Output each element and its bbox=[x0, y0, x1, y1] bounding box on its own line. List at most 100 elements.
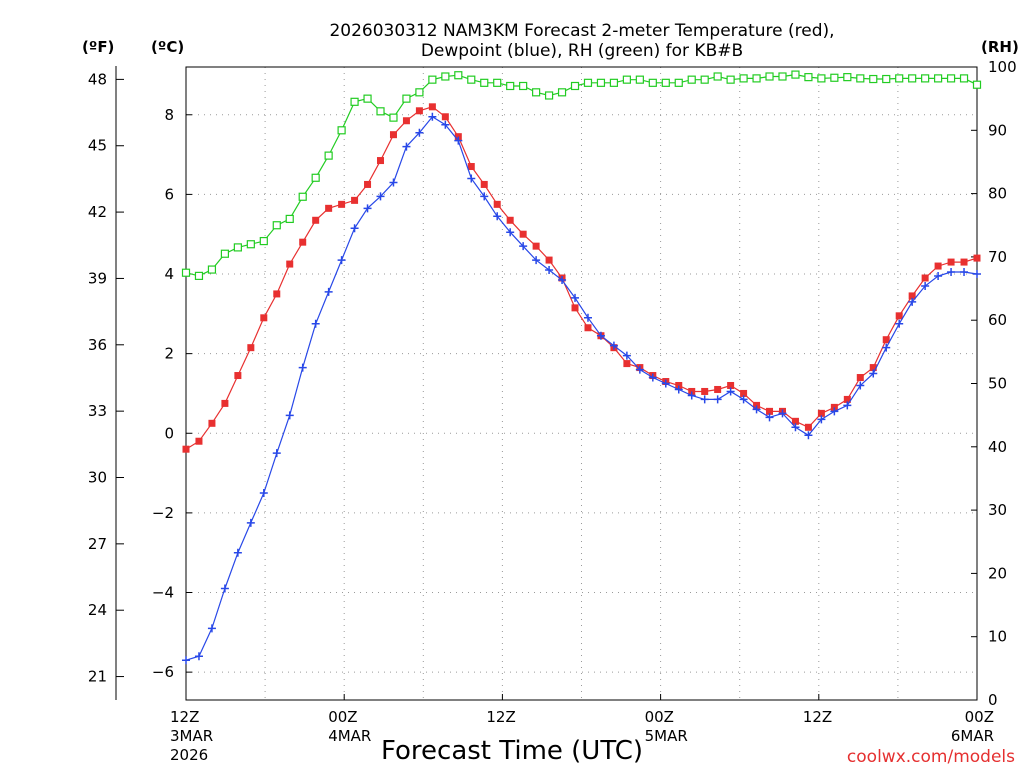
temperature-data-point bbox=[908, 292, 916, 300]
rh-data-point bbox=[817, 74, 826, 83]
rh-data-point bbox=[480, 78, 489, 87]
dewpoint-data-point bbox=[402, 142, 411, 151]
dewpoint-data-point bbox=[921, 281, 930, 290]
dewpoint-series-line bbox=[185, 116, 978, 661]
rh-data-point bbox=[752, 74, 761, 83]
rh-data-point bbox=[765, 72, 774, 81]
dewpoint-data-point bbox=[467, 174, 476, 183]
rh-data-point bbox=[532, 88, 541, 97]
rh-data-point bbox=[402, 94, 411, 103]
temperature-data-point bbox=[740, 389, 748, 397]
dewpoint-data-point bbox=[571, 293, 580, 302]
dewpoint-data-point bbox=[259, 488, 268, 497]
dewpoint-data-point bbox=[830, 407, 839, 416]
dewpoint-data-point bbox=[648, 373, 657, 382]
temperature-data-point bbox=[895, 312, 903, 320]
temperature-data-point bbox=[389, 131, 397, 139]
dewpoint-data-point bbox=[337, 256, 346, 265]
temperature-data-point bbox=[351, 196, 359, 204]
plot-frame bbox=[185, 66, 978, 701]
temperature-data-point bbox=[299, 238, 307, 246]
dewpoint-data-point bbox=[246, 518, 255, 527]
fahrenheit-tick-label: 42 bbox=[88, 203, 107, 221]
fahrenheit-tick-label: 24 bbox=[88, 601, 107, 619]
rh-data-point bbox=[700, 75, 709, 84]
rh-data-point bbox=[233, 243, 242, 252]
dewpoint-data-point bbox=[519, 242, 528, 251]
temperature-data-point bbox=[493, 200, 501, 208]
temperature-data-point bbox=[273, 290, 281, 298]
rh-data-point bbox=[363, 94, 372, 103]
rh-data-point bbox=[207, 265, 217, 274]
dewpoint-data-point bbox=[843, 401, 852, 410]
rh-data-point bbox=[856, 74, 865, 83]
dewpoint-data-point bbox=[713, 395, 722, 404]
dewpoint-data-point bbox=[739, 395, 748, 404]
rh-data-point bbox=[389, 113, 398, 122]
dewpoint-data-point bbox=[350, 224, 359, 233]
rh-data-point bbox=[739, 74, 748, 83]
rh-data-point bbox=[921, 74, 930, 83]
rh-data-point bbox=[194, 271, 204, 280]
rh-data-point bbox=[908, 74, 917, 83]
fahrenheit-tick-label: 27 bbox=[88, 535, 107, 553]
dewpoint-data-point bbox=[272, 449, 281, 458]
rh-tick-label: 50 bbox=[988, 375, 1007, 393]
rh-data-point bbox=[467, 75, 476, 84]
rh-tick-label: 60 bbox=[988, 311, 1007, 329]
rh-data-point bbox=[791, 70, 800, 79]
temperature-data-point bbox=[364, 180, 372, 188]
rh-data-point bbox=[376, 107, 385, 116]
dewpoint-data-point bbox=[895, 319, 904, 328]
dewpoint-data-point bbox=[415, 128, 424, 137]
rh-data-point bbox=[415, 88, 424, 97]
rh-data-point bbox=[246, 240, 255, 249]
temperature-data-point bbox=[221, 399, 229, 407]
temperature-data-point bbox=[260, 314, 268, 322]
fahrenheit-tick-label: 30 bbox=[88, 468, 107, 486]
temperature-data-point bbox=[882, 336, 890, 344]
dewpoint-data-point bbox=[389, 178, 398, 187]
fahrenheit-tick-label: 21 bbox=[88, 668, 107, 686]
rh-data-point bbox=[804, 73, 813, 82]
rh-tick-label: 100 bbox=[988, 58, 1017, 76]
dewpoint-data-point bbox=[687, 391, 696, 400]
dewpoint-data-point bbox=[622, 351, 631, 360]
chart-title-line2: Dewpoint (blue), RH (green) for KB#B bbox=[421, 41, 743, 61]
dewpoint-data-point bbox=[726, 387, 735, 396]
rh-data-point bbox=[570, 81, 580, 91]
temperature-data-point bbox=[312, 216, 320, 224]
temperature-data-point bbox=[623, 360, 631, 368]
temperature-data-point bbox=[791, 417, 799, 425]
x-tick-label-date: 4MAR bbox=[328, 727, 371, 745]
dewpoint-data-point bbox=[804, 431, 813, 440]
rh-tick-label: 30 bbox=[988, 501, 1007, 519]
rh-data-point bbox=[869, 74, 878, 84]
temperature-data-point bbox=[960, 258, 968, 266]
temperature-data-point bbox=[441, 113, 449, 121]
temperature-data-point bbox=[973, 254, 981, 262]
rh-data-point bbox=[337, 126, 346, 135]
dewpoint-data-point bbox=[545, 266, 554, 275]
temperature-data-point bbox=[402, 117, 410, 125]
rh-tick-label: 70 bbox=[988, 248, 1007, 266]
temperature-data-point bbox=[415, 107, 423, 115]
x-tick-label-time: 12Z bbox=[803, 708, 832, 726]
rh-tick-label: 0 bbox=[988, 691, 998, 709]
rh-data-point bbox=[609, 78, 619, 87]
temperature-data-point bbox=[545, 256, 553, 264]
temperature-data-point bbox=[377, 157, 385, 165]
rh-data-point bbox=[933, 74, 943, 83]
x-tick-label-date: 6MAR bbox=[951, 727, 994, 745]
x-tick-label-time: 12Z bbox=[170, 708, 199, 726]
rh-data-point bbox=[713, 72, 722, 81]
chart-title-line1: 2026030312 NAM3KM Forecast 2-meter Tempe… bbox=[329, 21, 834, 41]
temperature-data-point bbox=[247, 344, 255, 352]
temperature-data-point bbox=[766, 407, 774, 415]
dewpoint-data-point bbox=[674, 385, 683, 394]
rh-data-point bbox=[506, 81, 515, 91]
temperature-data-point bbox=[934, 262, 942, 270]
celsius-tick-label: −2 bbox=[152, 504, 174, 522]
rh-data-point bbox=[181, 268, 191, 277]
